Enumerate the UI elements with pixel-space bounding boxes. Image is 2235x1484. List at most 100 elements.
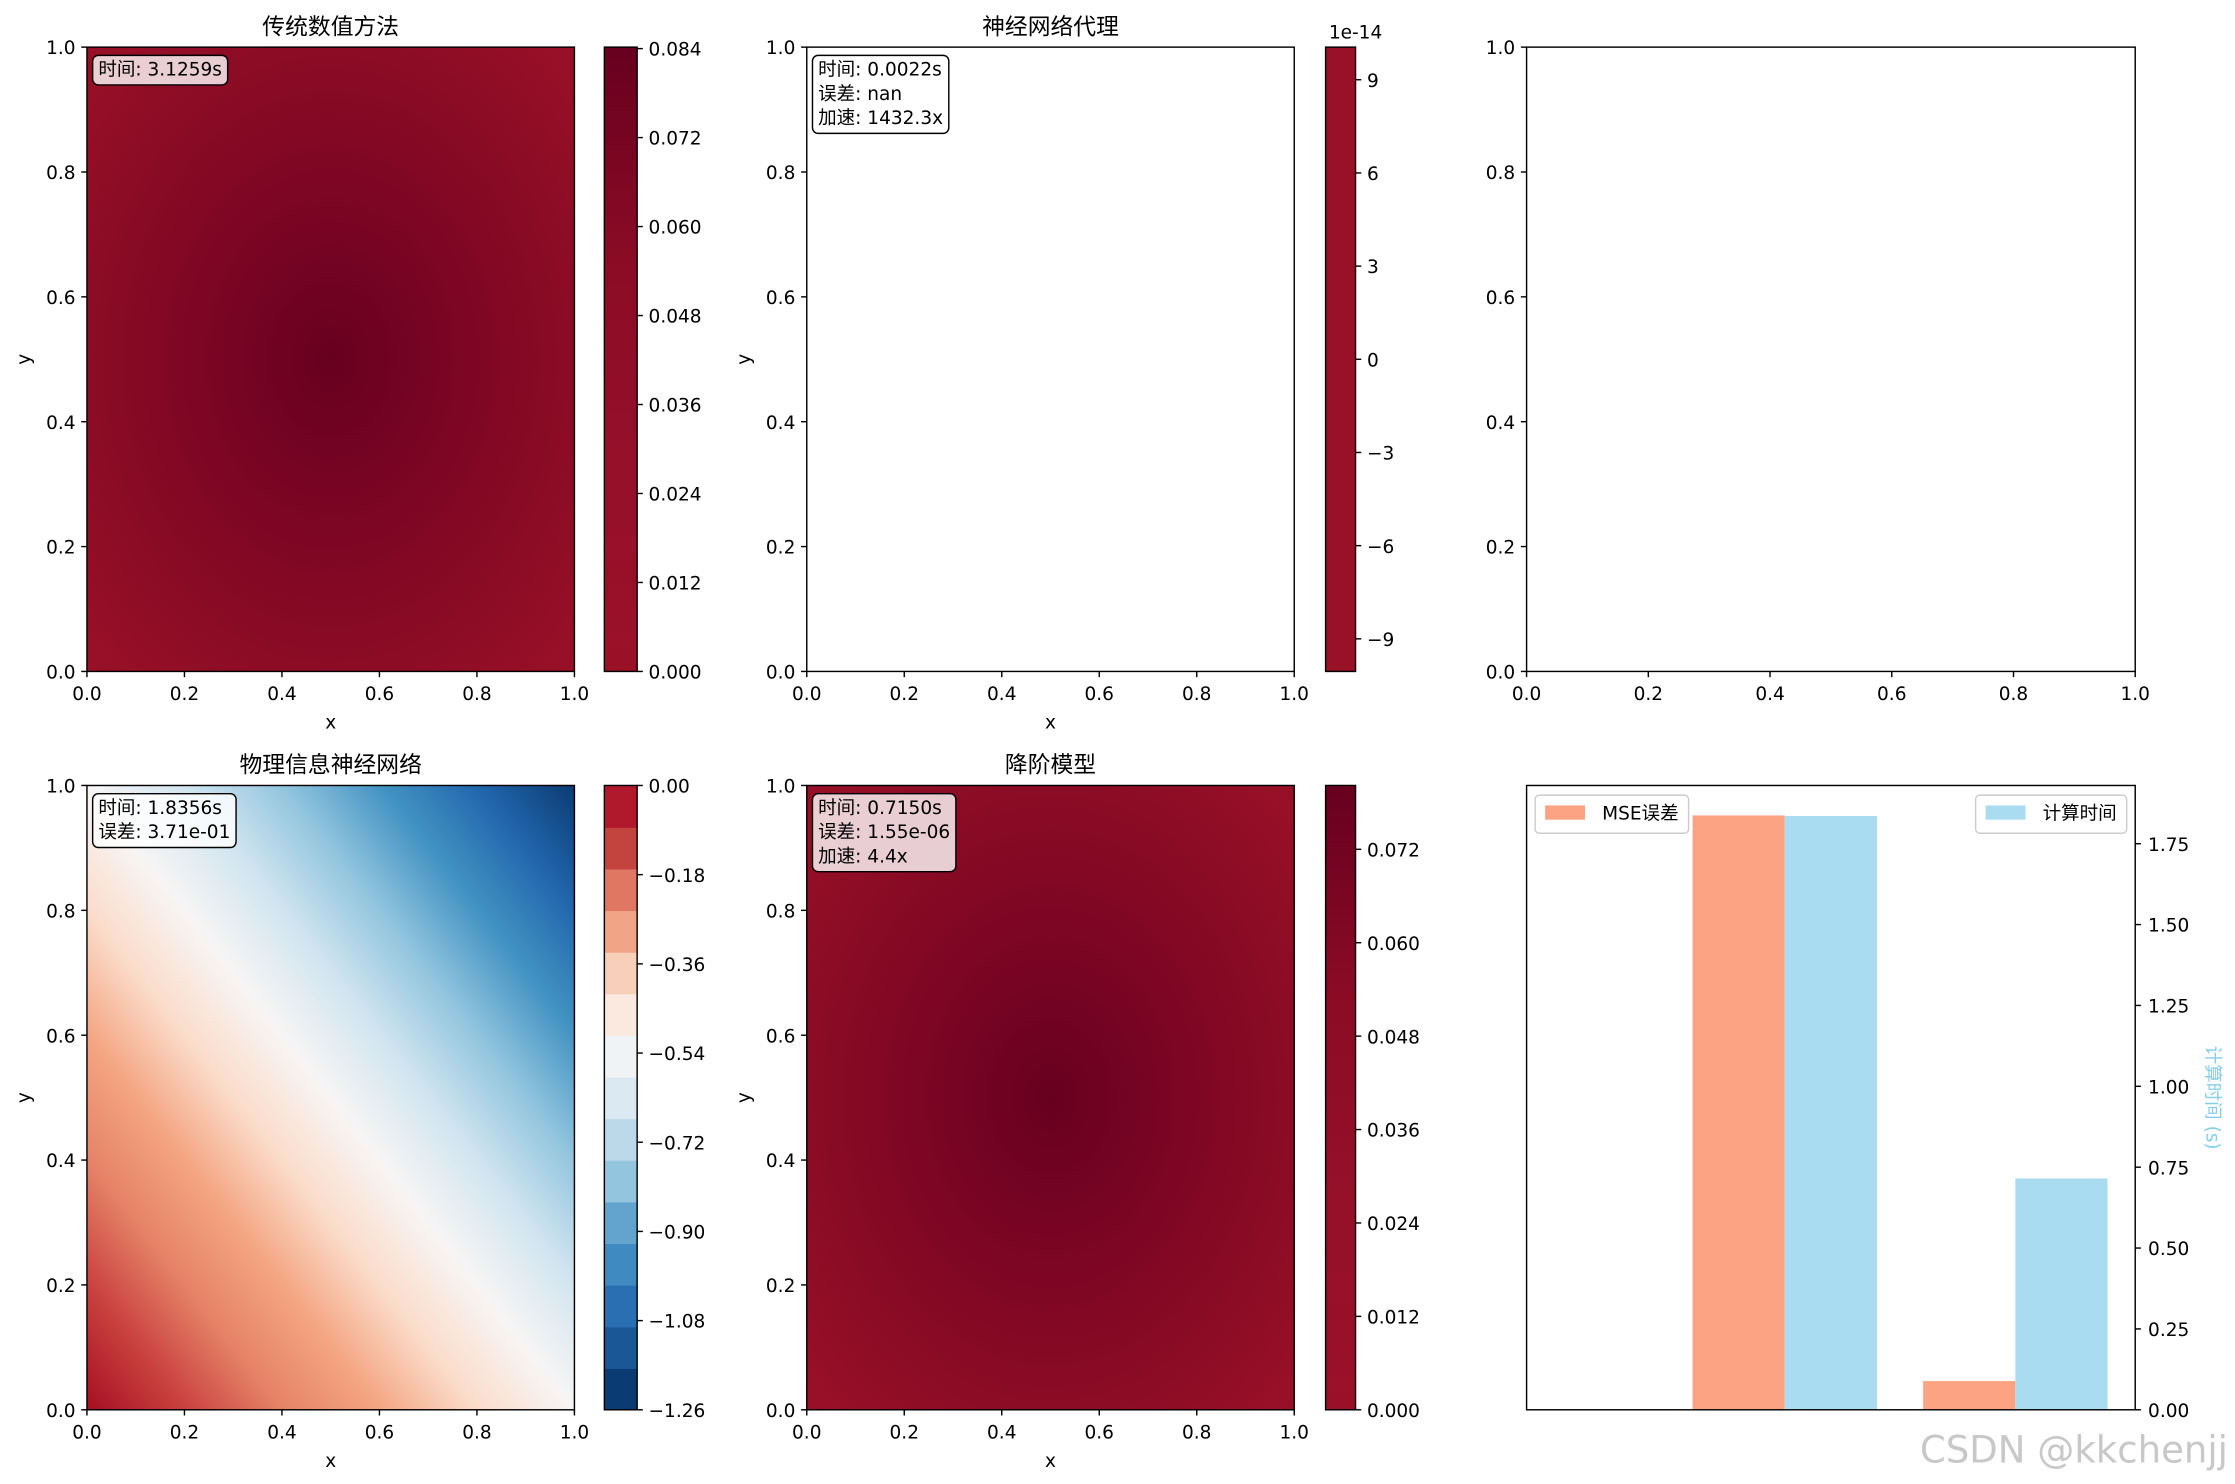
annotation-box <box>91 54 229 86</box>
legend-swatch <box>1985 805 2026 820</box>
colorbar-band <box>604 1035 638 1078</box>
colorbar-tick-label: −1.26 <box>649 1401 706 1422</box>
y2-tick-label: 0.75 <box>2148 1158 2189 1179</box>
annotation-box <box>91 792 237 849</box>
axes-frame <box>806 46 1295 673</box>
colorbar-band <box>604 993 638 1036</box>
colorbar-band <box>604 910 638 953</box>
colorbar-tick-label: 0.060 <box>649 218 702 239</box>
y-tick-label: 0.2 <box>766 1276 795 1297</box>
x-tick-label: 0.6 <box>1877 684 1906 705</box>
axes-frame <box>806 784 1295 1411</box>
colorbar-tick-label: −0.36 <box>649 955 706 976</box>
annotation: 时间: 0.0022s 误差: nan 加速: 1432.3x <box>811 54 950 135</box>
x-tick-label: 0.0 <box>1512 684 1541 705</box>
colorbar-tick-label: 0.024 <box>649 485 702 506</box>
x-tick-label: 0.6 <box>365 684 394 705</box>
x-tick-label: 0.0 <box>792 684 821 705</box>
x-tick-label: 0.8 <box>1182 684 1211 705</box>
x-tick-label: 0.0 <box>72 1422 101 1443</box>
colorbar-frame <box>603 46 638 673</box>
y-tick-label: 1.0 <box>766 38 795 59</box>
legend: MSE误差 <box>1534 794 1690 834</box>
x-tick-label: 0.6 <box>365 1422 394 1443</box>
annotation-line: 时间: 0.7150s <box>818 798 942 819</box>
y2-tick-label: 1.75 <box>2148 835 2189 856</box>
colorbar-offset-label: 1e-14 <box>1329 23 1382 44</box>
x-tick-label: 0.4 <box>267 1422 296 1443</box>
annotation-box <box>811 54 950 135</box>
colorbar-tick-label: 0.048 <box>1367 1027 1420 1048</box>
x-tick-label: 0.4 <box>1755 684 1784 705</box>
y-tick-label: 0.4 <box>1486 413 1515 434</box>
colorbar-frame <box>1324 784 1357 1411</box>
x-tick-label: 0.2 <box>170 1422 199 1443</box>
colorbar-tick-label: 0.084 <box>649 40 702 61</box>
colorbar-tick-label: 0.024 <box>1367 1214 1420 1235</box>
annotation-line: 时间: 0.0022s <box>818 60 942 81</box>
annotation-line: 时间: 1.8356s <box>98 798 222 819</box>
x-tick-label: 1.0 <box>2120 684 2149 705</box>
x-tick-label: 1.0 <box>1280 1422 1309 1443</box>
y-tick-label: 0.4 <box>46 413 75 434</box>
colorbar-band <box>604 1243 638 1286</box>
y-axis-label: y <box>734 354 755 365</box>
axes-frame <box>1525 46 2136 673</box>
colorbar-tick-label: −9 <box>1367 630 1394 651</box>
annotation-line: 时间: 3.1259s <box>98 60 222 81</box>
y-tick-label: 0.4 <box>766 1151 795 1172</box>
y-tick-label: 0.0 <box>766 663 795 684</box>
x-axis-label: x <box>325 712 336 733</box>
x-tick-label: 0.8 <box>1182 1422 1211 1443</box>
legend: 计算时间 <box>1974 794 2128 834</box>
y-axis-label: y <box>734 1092 755 1103</box>
legend-box <box>1534 794 1690 834</box>
colorbar-tick-label: 6 <box>1367 164 1379 185</box>
colorbar-tick-label: 0.060 <box>1367 934 1420 955</box>
colorbar-tick-label: 9 <box>1367 71 1379 92</box>
y-tick-label: 0.4 <box>46 1151 75 1172</box>
x-tick-label: 0.4 <box>987 684 1016 705</box>
x-tick-label: 0.2 <box>890 1422 919 1443</box>
axes-frame <box>1525 784 2136 1411</box>
y-tick-label: 0.8 <box>1486 163 1515 184</box>
colorbar-tick-label: −0.18 <box>649 866 706 887</box>
y-tick-label: 0.8 <box>766 901 795 922</box>
contour-field <box>86 785 575 1410</box>
legend-label: 计算时间 <box>2043 804 2117 825</box>
y2-tick-label: 0.25 <box>2148 1320 2189 1341</box>
colorbar-tick-label: 0.000 <box>1367 1401 1420 1422</box>
colorbar-band <box>604 951 638 995</box>
x-tick-label: 0.4 <box>267 684 296 705</box>
y-tick-label: 0.6 <box>766 1026 795 1047</box>
colorbar-tick-label: 0.036 <box>649 396 702 417</box>
x-tick-label: 0.2 <box>170 684 199 705</box>
y-tick-label: 0.2 <box>46 538 75 559</box>
colorbar-tick-label: 0 <box>1367 350 1379 371</box>
axes-title: 物理信息神经网络 <box>240 753 422 779</box>
annotation-line: 误差: 1.55e-06 <box>818 822 950 843</box>
y-tick-label: 0.6 <box>46 288 75 309</box>
bar <box>1784 816 1878 1410</box>
colorbar-tick-label: 0.036 <box>1367 1121 1420 1142</box>
colorbar-band <box>604 1118 638 1161</box>
bar <box>2015 1178 2108 1410</box>
y-tick-label: 0.0 <box>46 663 75 684</box>
y-tick-label: 0.6 <box>1486 288 1515 309</box>
colorbar-tick-label: −0.54 <box>649 1044 706 1065</box>
x-axis-label: x <box>1045 712 1056 733</box>
bar <box>1923 1381 2016 1410</box>
y-axis-label: y <box>14 1092 35 1103</box>
y2-tick-label: 0.00 <box>2148 1401 2189 1422</box>
x-axis-label: x <box>1045 1451 1056 1472</box>
axes-title: 降阶模型 <box>1005 753 1096 779</box>
colorbar-band <box>604 1201 638 1245</box>
y-tick-label: 0.8 <box>46 163 75 184</box>
annotation: 时间: 0.7150s 误差: 1.55e-06 加速: 4.4x <box>811 792 957 873</box>
legend-box <box>1974 794 2128 834</box>
colorbar-band <box>604 785 638 828</box>
x-tick-label: 0.8 <box>1999 684 2028 705</box>
colorbar-frame <box>603 784 638 1411</box>
